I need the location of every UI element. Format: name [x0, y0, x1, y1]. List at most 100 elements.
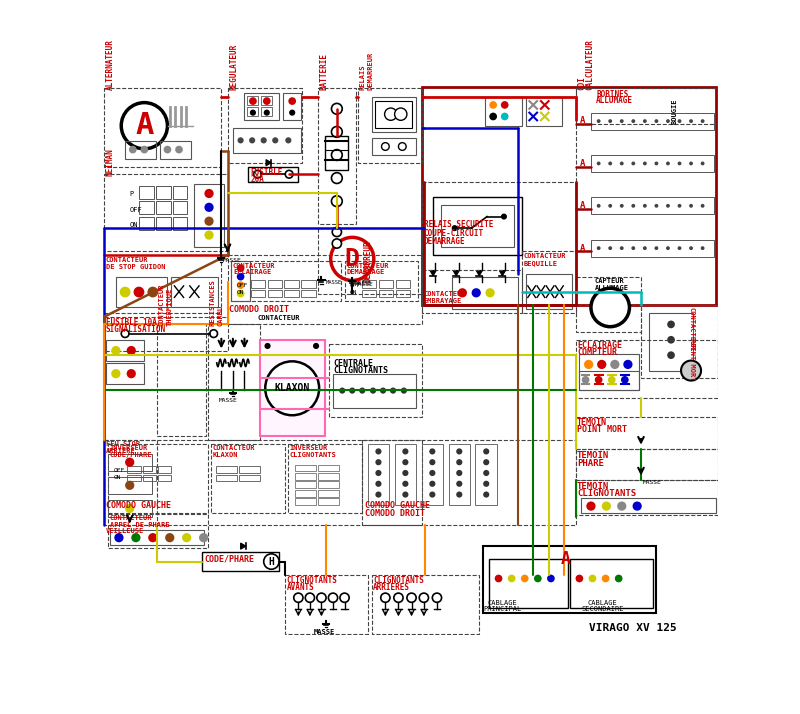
Bar: [171, 276, 218, 308]
Circle shape: [456, 491, 462, 498]
Text: TEMOIN: TEMOIN: [577, 418, 607, 427]
Text: CLIGNOTANTS: CLIGNOTANTS: [287, 576, 338, 585]
Text: VIRAGO XV 125: VIRAGO XV 125: [590, 623, 677, 633]
Circle shape: [205, 231, 214, 240]
Text: MASSE: MASSE: [642, 480, 662, 485]
Text: TEMOIN: TEMOIN: [577, 451, 610, 461]
Circle shape: [390, 388, 396, 393]
Text: APPEL DE PHARE: APPEL DE PHARE: [110, 522, 170, 528]
Bar: [110, 530, 204, 545]
Text: DEMARREUR: DEMARREUR: [364, 241, 373, 282]
Circle shape: [125, 481, 134, 490]
Text: CODE/PHARE: CODE/PHARE: [205, 555, 254, 563]
Circle shape: [534, 575, 542, 583]
Circle shape: [472, 288, 481, 298]
Circle shape: [631, 246, 635, 250]
Text: EMBRAYAGE: EMBRAYAGE: [424, 298, 462, 304]
Circle shape: [678, 119, 682, 123]
Circle shape: [407, 593, 416, 603]
Circle shape: [643, 119, 646, 123]
Circle shape: [631, 119, 635, 123]
Bar: [286, 575, 368, 634]
Circle shape: [586, 501, 595, 511]
Bar: [106, 340, 144, 361]
Bar: [570, 559, 653, 608]
Text: MASSE: MASSE: [326, 280, 342, 285]
Polygon shape: [241, 543, 246, 549]
Text: PRINCIPAL: PRINCIPAL: [483, 606, 522, 612]
Circle shape: [375, 470, 382, 476]
Circle shape: [643, 161, 646, 166]
Bar: [125, 141, 156, 159]
Bar: [156, 201, 170, 214]
Text: CONTACTEUR: CONTACTEUR: [106, 256, 148, 263]
Bar: [575, 449, 718, 480]
Circle shape: [486, 288, 494, 298]
Circle shape: [701, 119, 705, 123]
Text: CLIGNOTANTS: CLIGNOTANTS: [333, 366, 388, 375]
Text: INVERSEUR: INVERSEUR: [290, 446, 328, 451]
Circle shape: [667, 321, 675, 328]
Text: ALTERNATEUR: ALTERNATEUR: [106, 39, 115, 89]
Circle shape: [666, 204, 670, 208]
Circle shape: [617, 501, 626, 511]
Text: CABLAGE: CABLAGE: [487, 600, 518, 606]
Bar: [422, 182, 575, 305]
Circle shape: [199, 533, 208, 543]
Circle shape: [667, 336, 675, 343]
Circle shape: [620, 204, 624, 208]
Circle shape: [508, 575, 515, 583]
Circle shape: [584, 360, 594, 369]
Bar: [158, 324, 206, 436]
Bar: [139, 216, 154, 230]
Bar: [579, 353, 639, 390]
Circle shape: [615, 575, 622, 583]
Circle shape: [266, 361, 319, 416]
Text: ARRIERES: ARRIERES: [373, 583, 410, 592]
Bar: [522, 251, 575, 313]
Circle shape: [689, 204, 693, 208]
Text: CONTACTEUR: CONTACTEUR: [159, 283, 165, 326]
Circle shape: [402, 448, 409, 455]
Bar: [576, 276, 641, 332]
Bar: [288, 443, 362, 513]
Bar: [575, 340, 718, 398]
Circle shape: [210, 330, 218, 338]
Circle shape: [547, 575, 554, 583]
Bar: [526, 274, 572, 309]
Text: OFF: OFF: [237, 283, 248, 288]
Text: CODE/PHARE: CODE/PHARE: [110, 452, 152, 458]
Bar: [591, 113, 714, 129]
Text: THERMIQUE: THERMIQUE: [166, 288, 172, 326]
Circle shape: [452, 226, 457, 231]
Bar: [318, 490, 339, 497]
Text: A: A: [561, 550, 570, 568]
Bar: [227, 88, 302, 163]
Circle shape: [666, 161, 670, 166]
Bar: [362, 281, 376, 288]
Bar: [158, 466, 171, 473]
Circle shape: [678, 161, 682, 166]
Text: BOBINES: BOBINES: [596, 89, 629, 99]
Text: COMODO DROIT: COMODO DROIT: [229, 305, 289, 314]
Circle shape: [382, 143, 390, 151]
Circle shape: [681, 361, 701, 381]
Circle shape: [380, 388, 386, 393]
Circle shape: [111, 346, 121, 355]
Circle shape: [254, 171, 262, 178]
Bar: [318, 228, 422, 293]
Circle shape: [134, 286, 144, 298]
Circle shape: [582, 376, 590, 383]
Circle shape: [654, 246, 658, 250]
Circle shape: [502, 214, 506, 219]
Circle shape: [331, 196, 342, 206]
Bar: [194, 184, 224, 247]
Bar: [591, 155, 714, 172]
Circle shape: [456, 470, 462, 476]
Bar: [318, 465, 339, 471]
Bar: [591, 240, 714, 256]
Bar: [261, 107, 272, 116]
Circle shape: [689, 161, 693, 166]
Bar: [216, 475, 237, 481]
Text: A: A: [579, 243, 585, 253]
